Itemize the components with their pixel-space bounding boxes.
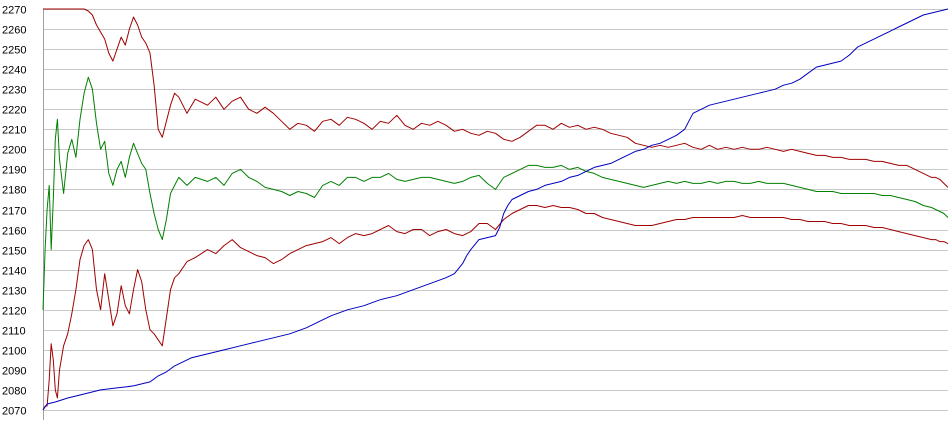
y-tick-label: 2190 (2, 165, 26, 177)
series-line-1 (43, 8, 949, 188)
grid-lines (43, 9, 948, 411)
y-tick-label: 2230 (2, 85, 26, 97)
y-tick-label: 2250 (2, 45, 26, 57)
y-tick-label: 2140 (2, 266, 26, 278)
y-tick-label: 2150 (2, 246, 26, 258)
y-tick-labels: 2070 2080 2090 2100 2110 2120 2130 2140 2150 2160… (2, 5, 26, 418)
y-tick-label: 2210 (2, 125, 26, 137)
y-tick-label: 2080 (2, 386, 26, 398)
y-tick-label: 2120 (2, 306, 26, 318)
y-tick-label: 2200 (2, 145, 26, 157)
y-tick-label: 2130 (2, 286, 26, 298)
series-line-4 (42, 8, 949, 411)
y-tick-label: 2100 (2, 346, 26, 358)
series-lines (42, 8, 949, 411)
y-tick-label: 2110 (2, 326, 26, 338)
y-tick-label: 2270 (2, 5, 26, 17)
y-tick-label: 2090 (2, 366, 26, 378)
y-tick-label: 2240 (2, 65, 26, 77)
series-line-3 (42, 205, 949, 411)
y-tick-label: 2170 (2, 206, 26, 218)
y-tick-label: 2220 (2, 105, 26, 117)
series-line-2 (42, 76, 949, 310)
y-tick-label: 2260 (2, 25, 26, 37)
y-tick-label: 2160 (2, 226, 26, 238)
y-tick-label: 2070 (2, 406, 26, 418)
y-tick-label: 2180 (2, 185, 26, 197)
